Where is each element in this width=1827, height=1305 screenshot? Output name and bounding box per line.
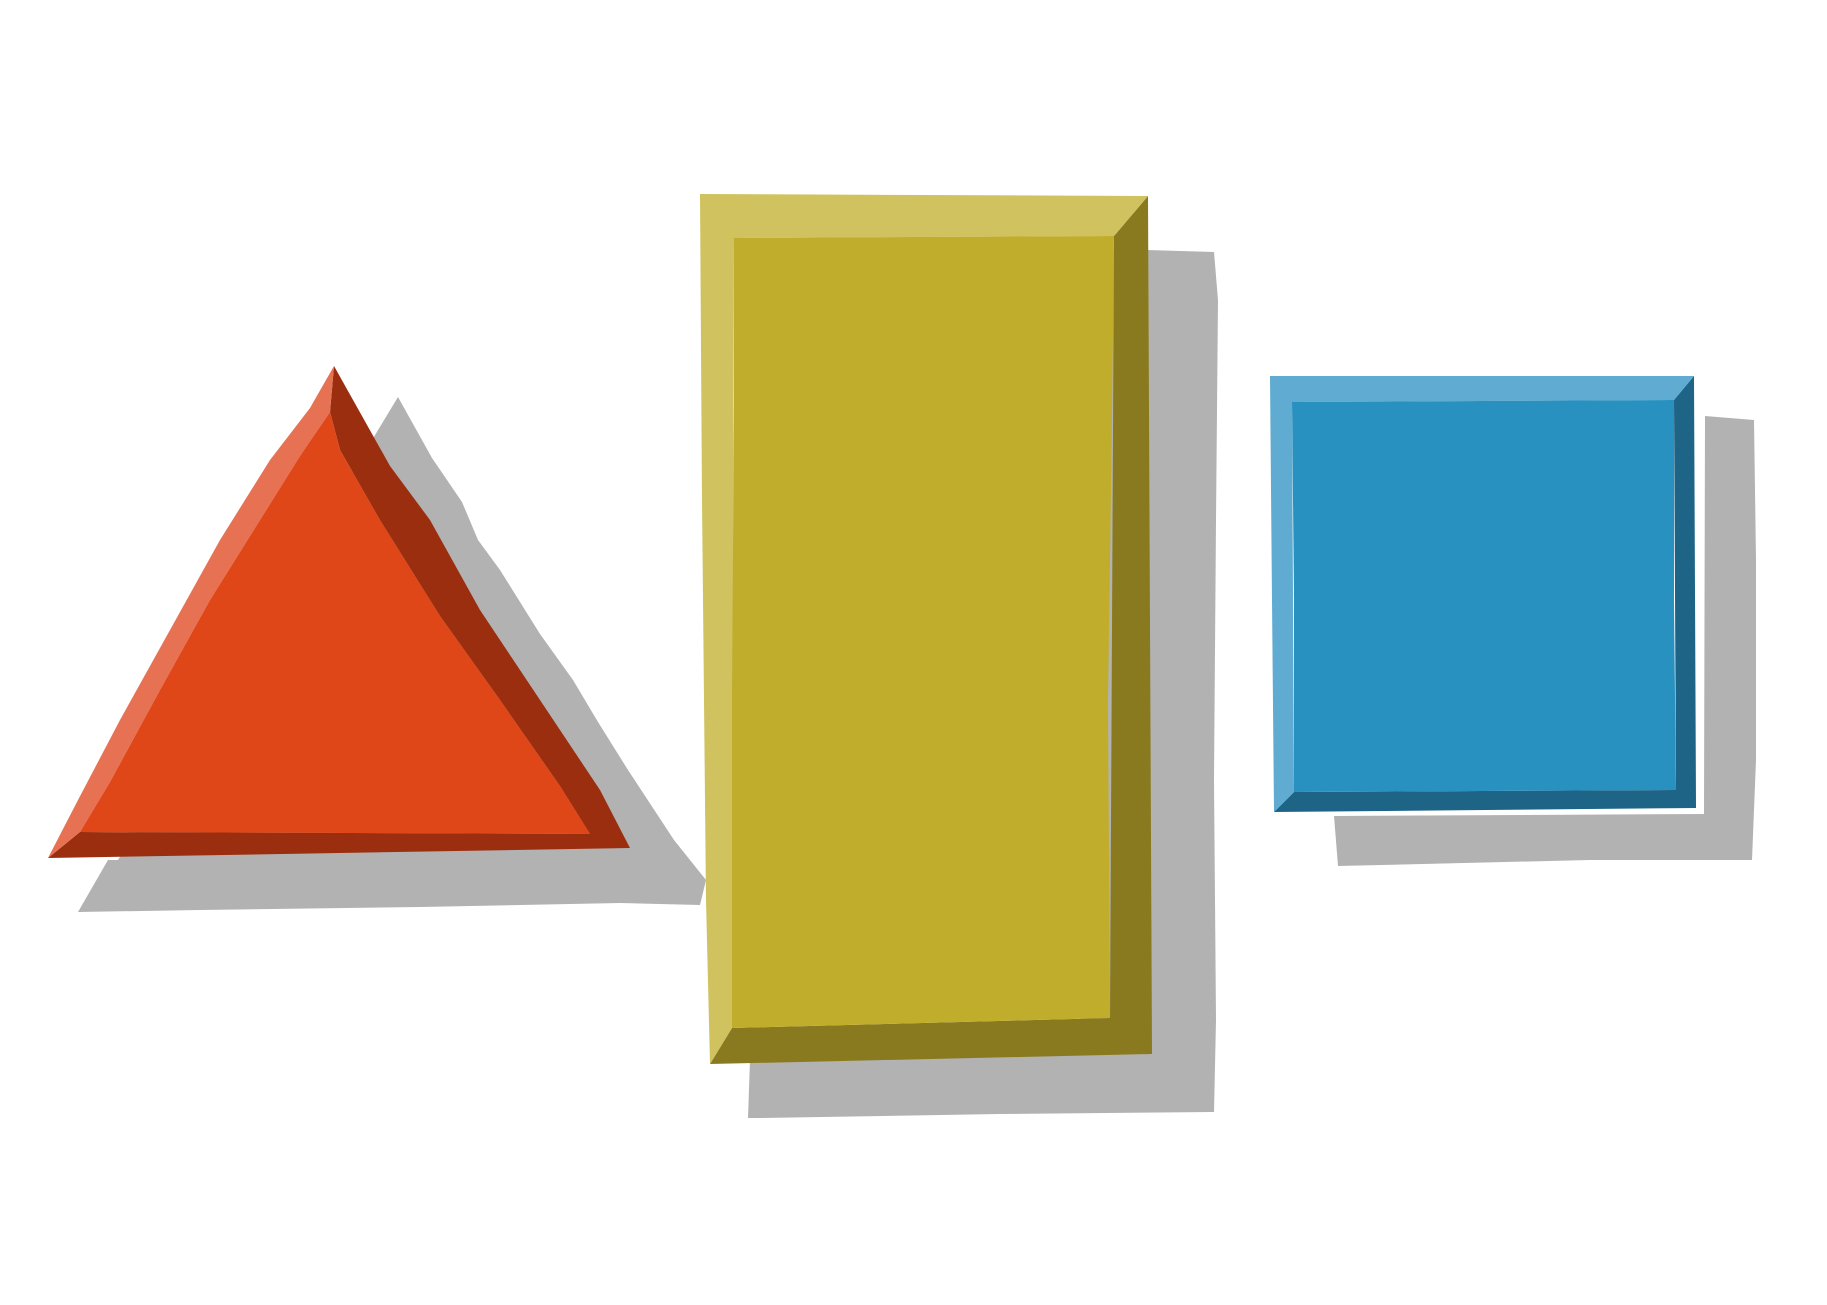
rectangle-face [732, 236, 1114, 1028]
square-face [1292, 400, 1676, 792]
square-shadow [1334, 416, 1756, 866]
square-shape [1270, 376, 1696, 812]
triangle-shape [48, 366, 630, 858]
rectangle-shape [700, 194, 1152, 1064]
triangle-face [80, 412, 590, 834]
triangle-light-edge [48, 366, 334, 858]
